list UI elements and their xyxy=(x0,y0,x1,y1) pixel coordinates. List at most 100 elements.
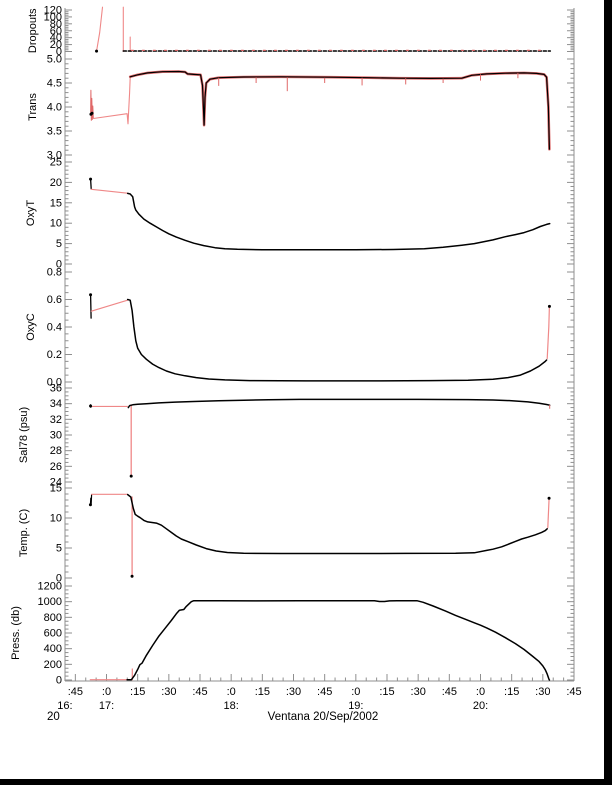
series-oxyc-marker-dot xyxy=(547,304,551,308)
series-temp-marker-dot xyxy=(547,496,551,500)
x-tick-label: :15 xyxy=(504,686,519,698)
x-tick-label: :30 xyxy=(286,686,301,698)
series-temp-marker-dot xyxy=(88,503,92,507)
x-hour-label: 17: xyxy=(99,700,114,712)
y-tick-label: 3.0 xyxy=(47,150,62,162)
y-tick-label: 28 xyxy=(50,445,62,457)
series-temp-marker-dot xyxy=(130,574,134,578)
x-tick-label: :45 xyxy=(192,686,207,698)
x-hour-label: 20: xyxy=(473,700,488,712)
x-tick-label: :0 xyxy=(476,686,485,698)
panel-y-axis-title: Dropouts xyxy=(27,8,39,53)
series-oxyc-raw-exit-spike xyxy=(546,305,551,360)
series-trans-processed xyxy=(129,70,551,150)
series-oxyt-entry-drop xyxy=(89,178,92,190)
y-tick-label: 40 xyxy=(50,32,62,44)
x-hour-label: 19: xyxy=(348,700,363,712)
y-tick-label: 20 xyxy=(50,39,62,51)
panel-y-axis-title: OxyC xyxy=(25,313,37,341)
y-tick-label: 0.4 xyxy=(47,322,62,334)
x-tick-label: :30 xyxy=(411,686,426,698)
series-sal78-marker-dot xyxy=(89,404,93,408)
series-temp-entry-noise xyxy=(89,494,93,506)
series-trans-raw-entry-noise xyxy=(90,89,94,121)
x-tick-label: :45 xyxy=(442,686,457,698)
x-tick-label: :0 xyxy=(227,686,236,698)
screen-edge-right xyxy=(604,0,612,785)
y-tick-label: 80 xyxy=(50,18,62,30)
series-temp-raw-exit-spike xyxy=(547,497,550,529)
x-tick-label: :45 xyxy=(566,686,581,698)
panel-y-axis-title: OxyT xyxy=(25,200,37,227)
x-tick-label: :15 xyxy=(255,686,270,698)
x-hour-label: 18: xyxy=(224,700,239,712)
y-tick-label: 60 xyxy=(50,25,62,37)
x-tick-label: :0 xyxy=(351,686,360,698)
series-temp-processed xyxy=(126,493,548,555)
y-tick-label: 600 xyxy=(44,628,62,640)
y-tick-label: 5 xyxy=(56,543,62,555)
y-tick-label: 0 xyxy=(56,46,62,58)
x-tick-label: :30 xyxy=(535,686,550,698)
series-sal78-marker-dot xyxy=(129,474,133,478)
panel-y-axis-title: Temp. (C) xyxy=(18,509,30,557)
y-tick-label: 0 xyxy=(56,259,62,271)
x-tick-label: :45 xyxy=(317,686,332,698)
y-tick-label: 0.2 xyxy=(47,349,62,361)
y-tick-label: 400 xyxy=(44,643,62,655)
series-oxyc-marker-dot xyxy=(89,293,93,297)
series-dropouts-marker-dot xyxy=(95,49,99,53)
screen-edge-bottom xyxy=(0,779,612,785)
y-tick-label: 24 xyxy=(50,477,62,489)
y-tick-label: 25 xyxy=(50,157,62,169)
y-tick-label: 120 xyxy=(44,5,62,17)
x-tick-label: :15 xyxy=(379,686,394,698)
x-tick-label: :15 xyxy=(130,686,145,698)
y-tick-label: 4.5 xyxy=(47,78,62,90)
series-oxyc-entry-drop xyxy=(89,294,92,319)
y-tick-label: 3.5 xyxy=(47,126,62,138)
y-tick-label: 100 xyxy=(44,11,62,23)
y-tick-label: 0 xyxy=(56,675,62,687)
x-axis-title: Ventana 20/Sep/2002 xyxy=(267,711,379,723)
y-tick-label: 30 xyxy=(50,430,62,442)
series-dropouts-raw-entry-spike xyxy=(95,6,104,53)
y-tick-label: 1000 xyxy=(38,596,62,608)
y-tick-label: 10 xyxy=(50,218,62,230)
x-tick-label: :45 xyxy=(68,686,83,698)
y-tick-label: 0.8 xyxy=(47,267,62,279)
y-tick-label: 15 xyxy=(50,483,62,495)
panel-y-axis-title: Sal78 (psu) xyxy=(18,407,30,463)
y-tick-label: 36 xyxy=(50,383,62,395)
y-tick-label: 20 xyxy=(50,177,62,189)
y-tick-label: 32 xyxy=(50,414,62,426)
y-tick-label: 5 xyxy=(56,238,62,250)
x-tick-label: :0 xyxy=(102,686,111,698)
y-tick-label: 0.0 xyxy=(47,377,62,389)
y-tick-label: 5.0 xyxy=(47,54,62,66)
y-tick-label: 26 xyxy=(50,461,62,473)
y-tick-label: 200 xyxy=(44,659,62,671)
series-oxyc-raw-soak xyxy=(90,299,129,312)
series-sal78-processed xyxy=(127,398,551,409)
panel-y-axis-title: Trans xyxy=(27,93,39,121)
series-oxyt-processed xyxy=(126,192,551,251)
series-oxyc-processed xyxy=(126,298,548,382)
x-tick-label: :30 xyxy=(161,686,176,698)
y-tick-label: 4.0 xyxy=(47,102,62,114)
y-tick-label: 0.6 xyxy=(47,294,62,306)
y-tick-label: 800 xyxy=(44,612,62,624)
series-trans-raw-shadow xyxy=(128,70,551,151)
y-tick-label: 15 xyxy=(50,197,62,209)
series-oxyt-raw-soak xyxy=(90,188,129,194)
x-axis-day-label: 20 xyxy=(47,711,60,723)
series-trans-raw-soak xyxy=(92,76,131,125)
y-tick-label: 1200 xyxy=(38,581,62,593)
series-trans-marker-dot xyxy=(90,111,94,115)
series-oxyt-marker-dot xyxy=(89,177,93,181)
panel-y-axis-title: Press. (db) xyxy=(10,606,22,660)
series-press-processed xyxy=(126,599,551,681)
x-hour-label: 16: xyxy=(57,700,72,712)
